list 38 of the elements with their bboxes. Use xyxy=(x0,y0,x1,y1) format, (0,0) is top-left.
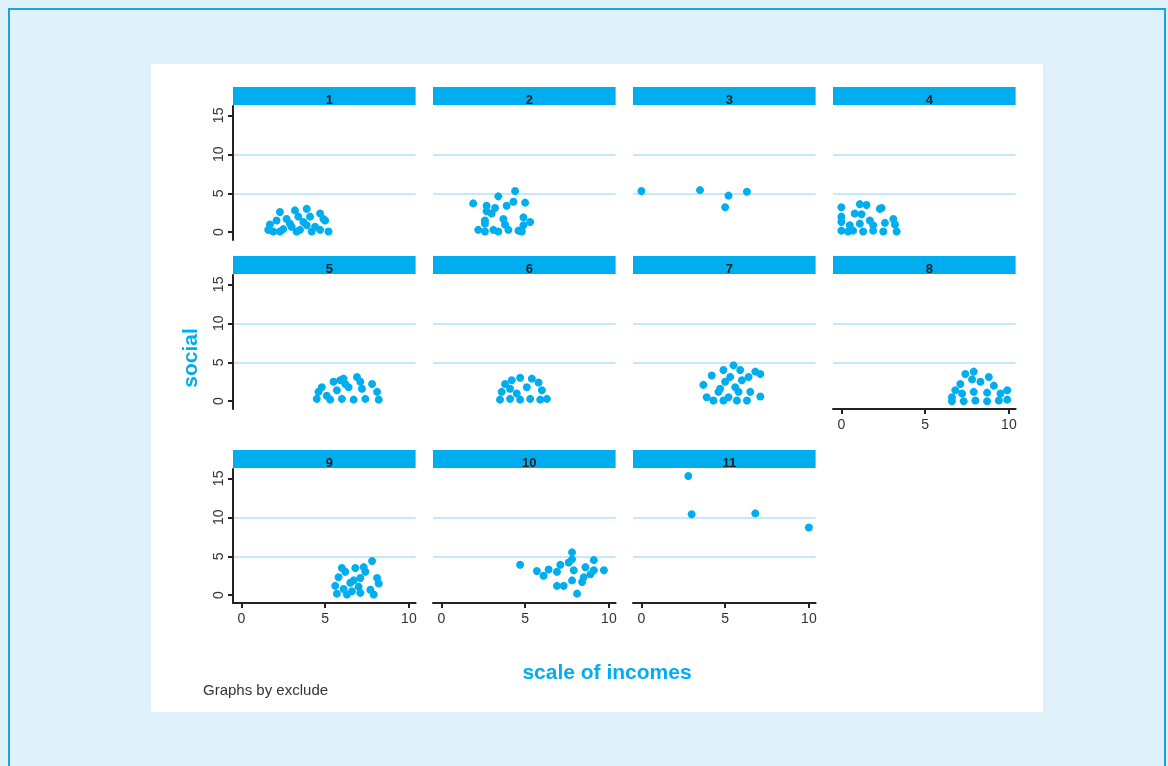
y-tick-label: 5 xyxy=(209,189,226,198)
x-tick-label: 10 xyxy=(800,610,817,626)
x-tick-label: 5 xyxy=(520,610,529,626)
y-tick-label: 10 xyxy=(209,315,226,332)
chart-title: 2 xyxy=(525,92,533,107)
chart-title: 8 xyxy=(925,261,933,276)
chart-title: 3 xyxy=(725,92,733,107)
x-tick-label: 0 xyxy=(437,610,446,626)
x-tick-label: 5 xyxy=(720,610,729,626)
y-tick-label: 5 xyxy=(209,552,226,561)
y-axis-title: social xyxy=(178,328,202,388)
x-tick-label: 10 xyxy=(1000,416,1017,432)
x-tick-label: 10 xyxy=(400,610,417,626)
y-tick-label: 0 xyxy=(209,228,226,237)
chart-title: 9 xyxy=(325,455,333,470)
chart-title: 1 xyxy=(325,92,333,107)
chart-title: 7 xyxy=(725,261,733,276)
chart-title: 11 xyxy=(722,455,736,470)
y-tick-label: 5 xyxy=(209,358,226,367)
y-tick-label: 15 xyxy=(209,107,226,124)
x-tick-label: 0 xyxy=(637,610,646,626)
y-tick-label: 10 xyxy=(209,146,226,163)
y-tick-label: 10 xyxy=(209,509,226,526)
x-tick-label: 5 xyxy=(320,610,329,626)
x-tick-label: 0 xyxy=(237,610,246,626)
chart-title: 6 xyxy=(525,261,533,276)
y-tick-label: 0 xyxy=(209,397,226,406)
chart-title: 10 xyxy=(521,455,537,470)
x-tick-label: 5 xyxy=(920,416,929,432)
chart-title: 5 xyxy=(325,261,333,276)
x-tick-label: 10 xyxy=(600,610,617,626)
x-tick-label: 0 xyxy=(837,416,846,432)
chart-title: 4 xyxy=(925,92,934,107)
x-axis-title: scale of incomes xyxy=(522,660,692,684)
text: Graphs by exclude xyxy=(203,681,329,698)
y-tick-label: 15 xyxy=(209,470,226,487)
y-tick-label: 0 xyxy=(209,591,226,600)
y-tick-label: 15 xyxy=(209,276,226,293)
